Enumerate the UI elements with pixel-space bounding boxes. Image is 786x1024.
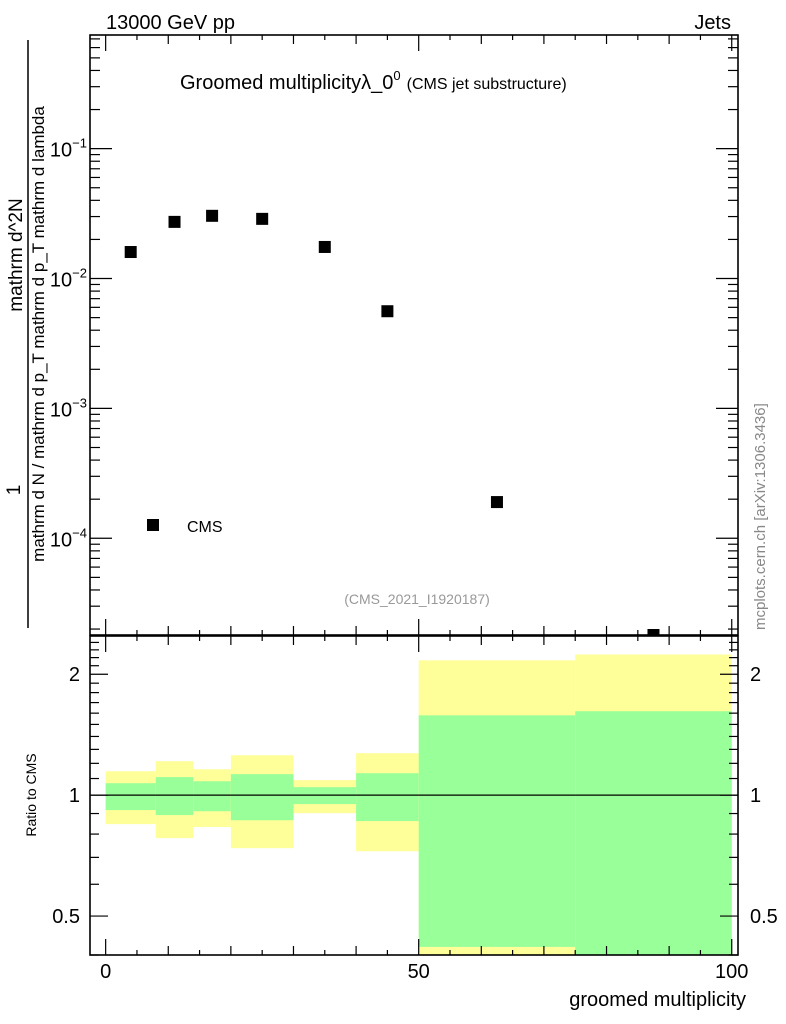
data-point-cms xyxy=(381,305,394,318)
ylabel-prefactor: 1 xyxy=(4,485,25,496)
title-sup: 0 xyxy=(393,68,400,83)
mcplots-side-label: mcplots.cern.ch [arXiv:1306.3436] xyxy=(752,403,769,630)
stat-uncertainty-band xyxy=(356,773,419,822)
ratio-bands xyxy=(90,654,738,955)
stat-uncertainty-band xyxy=(575,711,732,955)
process-label: Jets xyxy=(694,12,731,34)
analysis-id: (CMS_2021_I1920187) xyxy=(344,591,490,607)
y-tick-label: 10−1 xyxy=(50,136,87,162)
top-plot-frame xyxy=(89,34,739,636)
stat-uncertainty-band xyxy=(230,774,294,821)
legend-label-cms: CMS xyxy=(187,519,223,536)
ratio-y-tick-label-left: 2 xyxy=(69,664,80,686)
y-tick-label: 10−3 xyxy=(50,395,87,421)
y-axis-label: mathrm d^2N 1 mathrm d N / mathrm d p_T … xyxy=(4,40,48,628)
x-tick-label: 100 xyxy=(715,961,748,983)
ratio-y-label: Ratio to CMS xyxy=(23,753,39,836)
data-point-cms xyxy=(168,215,181,228)
y-tick-exponent: −2 xyxy=(72,266,87,281)
data-point-cms xyxy=(490,496,503,509)
x-tick-label: 0 xyxy=(100,961,111,983)
y-tick-label: 10−4 xyxy=(50,525,87,551)
ylabel-numerator: mathrm d^2N xyxy=(6,198,27,311)
data-point-cms xyxy=(647,629,660,635)
ratio-y-tick-label-left: 1 xyxy=(69,785,80,807)
stat-uncertainty-band xyxy=(155,777,194,816)
y-tick-exponent: −3 xyxy=(72,395,87,410)
y-tick-base: 10 xyxy=(50,529,72,551)
ylabel-denominator: mathrm d N / mathrm d p_T mathrm d p_T m… xyxy=(29,106,48,562)
plot-title: Groomed multiplicityλ_00 (CMS jet substru… xyxy=(180,68,567,94)
y-tick-exponent: −1 xyxy=(72,136,87,151)
ratio-y-tick-label-right: 2 xyxy=(750,664,761,686)
y-tick-exponent: −4 xyxy=(72,525,87,540)
x-axis-label: groomed multiplicity xyxy=(569,989,746,1011)
ratio-y-tick-label-right: 0.5 xyxy=(750,906,778,928)
y-tick-base: 10 xyxy=(50,270,72,292)
title-sub: (CMS jet substructure) xyxy=(407,76,567,93)
title-main: Groomed multiplicityλ_0 xyxy=(180,72,393,94)
legend-marker-cms xyxy=(147,519,159,531)
data-point-cms xyxy=(206,209,219,222)
stat-uncertainty-band xyxy=(105,783,156,811)
data-points xyxy=(124,209,660,635)
ratio-y-tick-label-right: 1 xyxy=(750,785,761,807)
stat-uncertainty-band xyxy=(418,715,576,947)
x-tick-label: 50 xyxy=(408,961,430,983)
data-point-cms xyxy=(318,240,331,253)
y-tick-base: 10 xyxy=(50,399,72,421)
energy-label: 13000 GeV pp xyxy=(106,12,235,34)
ratio-y-tick-label-left: 0.5 xyxy=(52,906,80,928)
data-point-cms xyxy=(124,246,137,259)
stat-uncertainty-band xyxy=(193,781,231,812)
y-tick-label: 10−2 xyxy=(50,266,87,292)
y-tick-base: 10 xyxy=(50,140,72,162)
data-point-cms xyxy=(256,212,269,225)
